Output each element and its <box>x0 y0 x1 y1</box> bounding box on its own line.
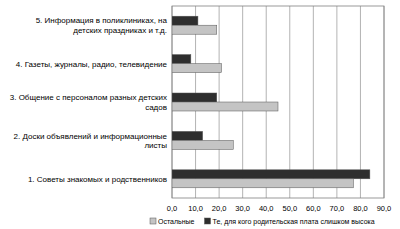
bar <box>172 25 217 34</box>
legend-label: Те, для кого родительская плата слишком … <box>213 218 375 226</box>
label-line: 1. Советы знакомых и родственников <box>28 175 167 184</box>
tick-label: 20,0 <box>212 204 227 213</box>
tick-label: 40,0 <box>259 204 274 213</box>
bar <box>172 93 217 102</box>
bar <box>172 131 203 140</box>
bar <box>172 179 353 188</box>
plot-frame <box>172 6 384 198</box>
bar <box>172 16 198 25</box>
category-label: 1. Советы знакомых и родственников <box>28 175 167 184</box>
chart: 0,0 10,0 20,0 30,0 40,0 50,0 60,0 70,0 80,0 90,0 1… <box>0 0 400 229</box>
legend-label: Остальные <box>158 218 195 225</box>
tick-label: 90,0 <box>377 204 392 213</box>
tick-label: 10,0 <box>188 204 203 213</box>
tick-label: 60,0 <box>306 204 321 213</box>
grid-line <box>289 6 290 198</box>
label-line: листы <box>144 141 167 150</box>
tick-label: 50,0 <box>282 204 297 213</box>
bar <box>172 64 221 73</box>
bar <box>172 140 233 149</box>
bar <box>172 170 370 179</box>
label-line: садов <box>145 103 167 112</box>
label-line: 2. Доски объявлений и информационные <box>14 132 168 141</box>
grid-line <box>313 6 314 198</box>
legend-swatch <box>205 218 211 224</box>
category-label: 5. Информация в поликлиниках, надетских … <box>36 16 168 35</box>
label-line: детских праздниках и т.д. <box>73 26 167 35</box>
tick-label: 70,0 <box>330 204 345 213</box>
category-label: 3. Общение с персоналом разных детскихса… <box>10 93 167 112</box>
label-line: 5. Информация в поликлиниках, на <box>36 16 168 25</box>
legend-swatch <box>150 218 156 224</box>
label-line: 4. Газеты, журналы, радио, телевидение <box>16 60 168 69</box>
bar <box>172 102 278 111</box>
category-label: 4. Газеты, журналы, радио, телевидение <box>16 60 168 69</box>
tick-label: 30,0 <box>235 204 250 213</box>
category-label: 2. Доски объявлений и информационныелист… <box>14 132 168 151</box>
tick-label: 80,0 <box>353 204 368 213</box>
bar <box>172 55 191 64</box>
tick-label: 0,0 <box>167 204 177 213</box>
bars <box>172 16 370 188</box>
grid-line <box>336 6 337 198</box>
grid-line <box>360 6 361 198</box>
label-line: 3. Общение с персоналом разных детских <box>10 93 167 102</box>
